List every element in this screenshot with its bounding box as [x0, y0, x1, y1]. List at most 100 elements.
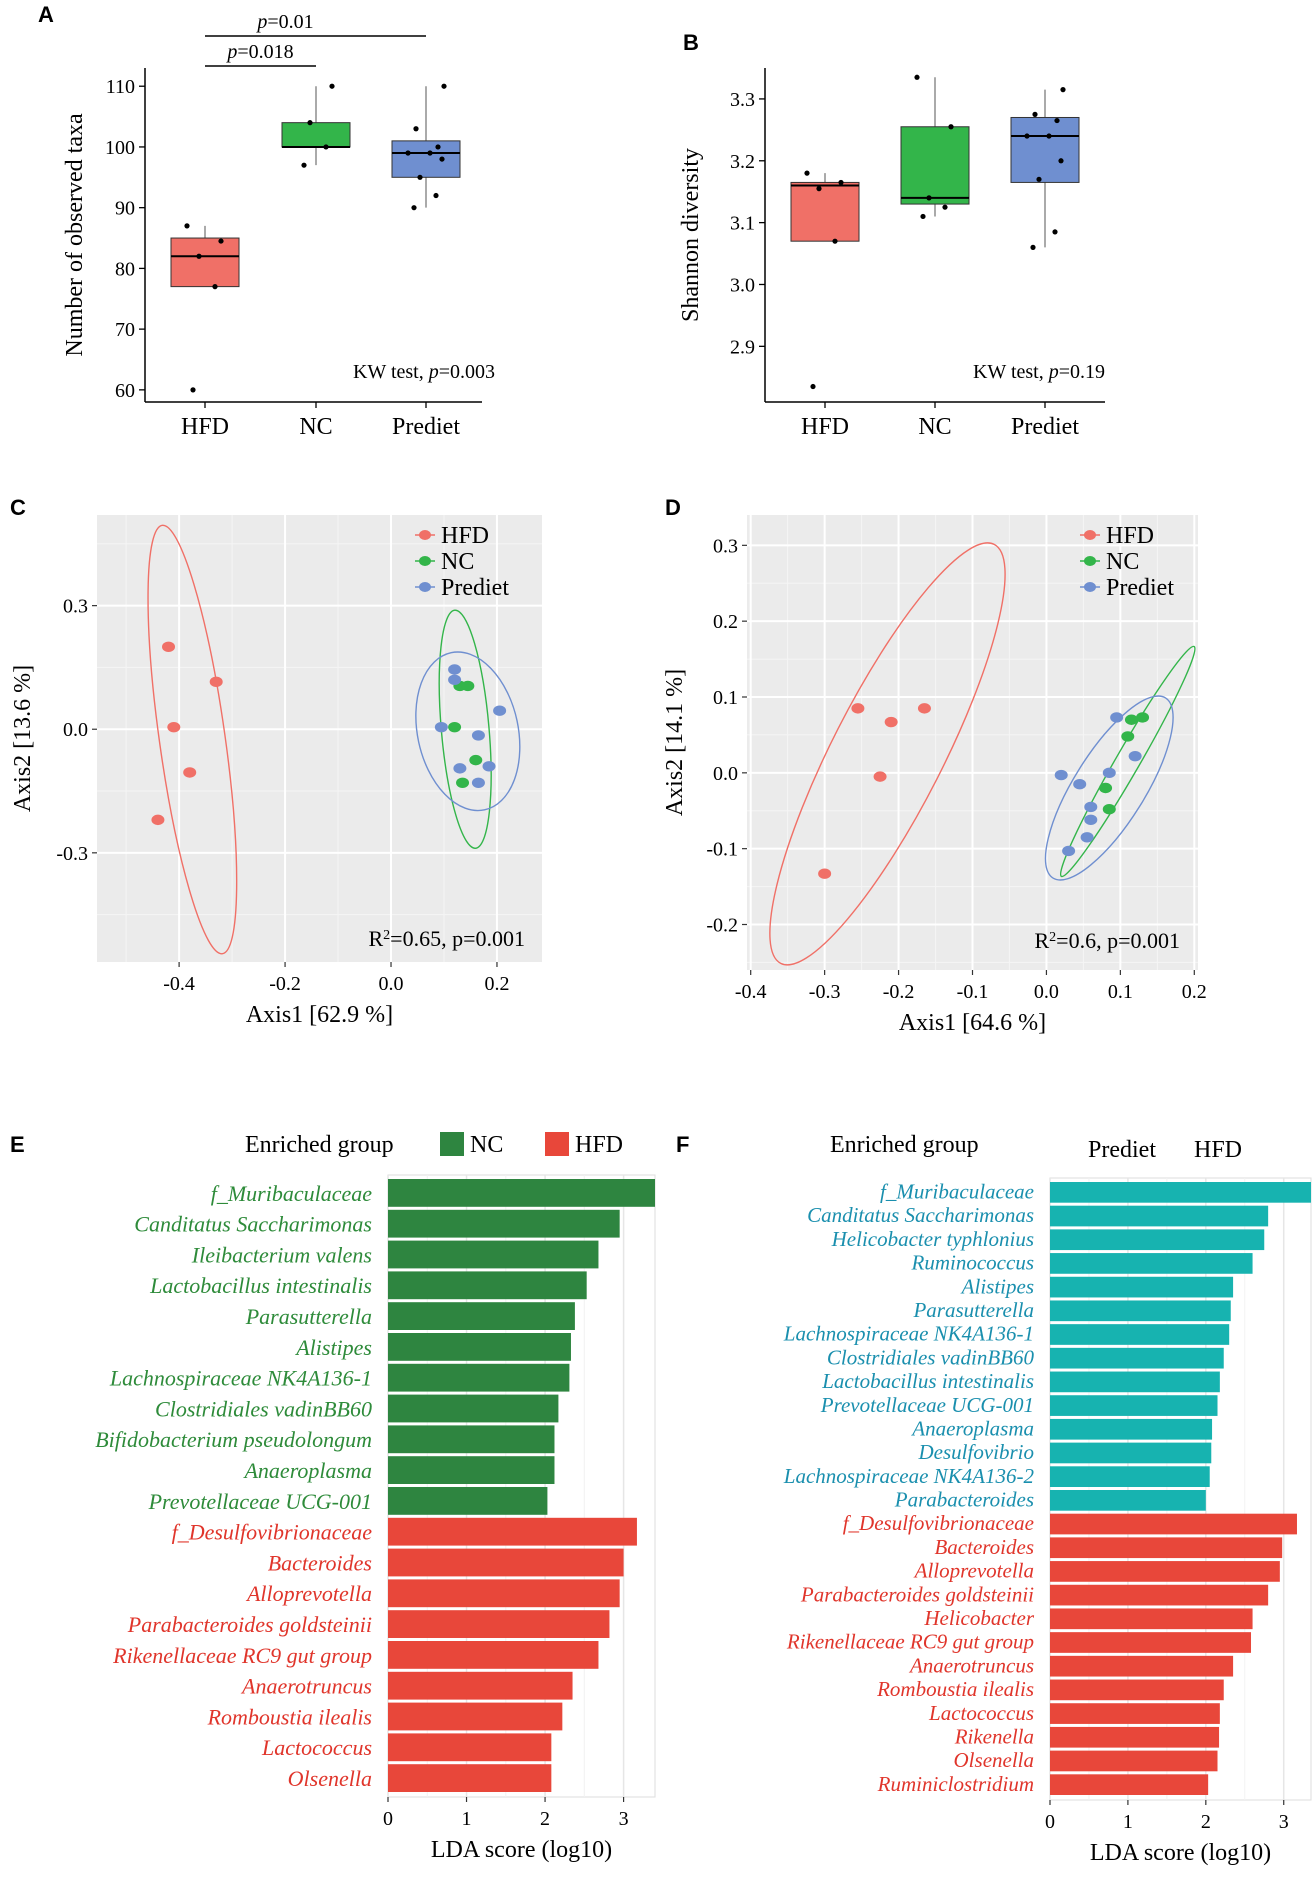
plot-background — [97, 515, 542, 962]
data-point — [1054, 117, 1060, 124]
point-prediet — [453, 763, 467, 774]
point-nc — [1121, 731, 1135, 742]
box-nc — [281, 122, 351, 148]
data-point — [914, 74, 920, 80]
lda-bar — [388, 1302, 575, 1330]
data-point — [439, 156, 445, 162]
legend-key-hfd — [419, 530, 431, 540]
point-prediet — [1080, 832, 1094, 843]
taxon-label: Lachnospiraceae NK4A136-1 — [109, 1366, 372, 1391]
legend-key-hfd — [545, 1132, 569, 1156]
panel-letter: F — [676, 1132, 689, 1157]
x-tick-label: -0.3 — [809, 981, 841, 1003]
taxon-label: Lachnospiraceae NK4A136-2 — [783, 1464, 1035, 1488]
taxon-label: Helicobacter typhlonius — [831, 1227, 1034, 1251]
lda-bar — [1050, 1679, 1224, 1701]
taxon-label: Olsenella — [288, 1766, 372, 1791]
point-prediet — [471, 730, 485, 741]
data-point — [307, 120, 313, 126]
taxon-label: Bacteroides — [934, 1535, 1034, 1559]
lda-bar — [388, 1240, 599, 1269]
taxon-label: Clostridiales vadinBB60 — [155, 1396, 372, 1421]
taxon-label: f_Desulfovibrionaceae — [172, 1520, 373, 1545]
x-tick-label: -0.2 — [269, 973, 301, 995]
y-tick-label: 90 — [115, 198, 135, 220]
y-tick-label: 100 — [105, 137, 135, 159]
y-tick-label: 0.0 — [713, 763, 738, 785]
lda-bar — [388, 1548, 624, 1577]
point-hfd — [167, 721, 181, 733]
x-tick-label: NC — [918, 414, 951, 440]
point-prediet — [1110, 712, 1124, 723]
point-prediet — [1102, 767, 1116, 779]
data-point — [1024, 133, 1030, 139]
legend-key-nc — [440, 1132, 464, 1156]
panel-b: 2.9 3.0 3.1 3.2 3.3 Shannon diversity HFD NC Pre… — [678, 30, 1105, 440]
taxon-label: Ruminiclostridium — [877, 1772, 1034, 1796]
data-point — [838, 179, 844, 186]
data-point — [413, 126, 419, 132]
lda-bar — [388, 1733, 552, 1762]
lda-bar — [388, 1610, 610, 1638]
y-tick-label: -0.3 — [56, 843, 88, 865]
taxon-label: Canditatus Saccharimonas — [134, 1212, 372, 1237]
lda-bar — [388, 1179, 655, 1207]
taxon-label: Alistipes — [960, 1274, 1034, 1298]
taxon-label: Helicobacter — [923, 1606, 1034, 1630]
data-point — [329, 83, 335, 89]
point-nc — [1136, 712, 1150, 723]
legend-title: Enriched group — [245, 1132, 394, 1158]
box-prediet — [1010, 116, 1080, 183]
lda-bar — [1050, 1205, 1269, 1227]
legend-label: NC — [470, 1132, 503, 1158]
legend-label: HFD — [441, 523, 489, 549]
point-hfd — [884, 716, 898, 728]
point-nc — [1124, 714, 1138, 725]
lda-bar — [1050, 1726, 1220, 1748]
data-point — [427, 150, 433, 156]
kw-test-annotation: KW test, p=0.003 — [353, 361, 495, 383]
x-tick-label: 3 — [619, 1808, 629, 1830]
taxon-label: Anaeroplasma — [910, 1416, 1034, 1440]
point-prediet — [493, 705, 507, 716]
taxon-label: Clostridiales vadinBB60 — [827, 1345, 1035, 1369]
lda-bar — [388, 1702, 563, 1731]
lda-bar — [1050, 1750, 1218, 1772]
y-axis-label: Axis2 [14.1 %] — [662, 669, 688, 816]
permanova-annotation: R2=0.65, p=0.001 — [368, 926, 525, 951]
data-point — [804, 170, 810, 176]
legend-label: Prediet — [1106, 575, 1174, 601]
taxon-label: Parasutterella — [245, 1304, 372, 1329]
lda-bar — [388, 1517, 637, 1546]
x-tick-label: 0.0 — [379, 973, 404, 995]
x-tick-label: -0.1 — [957, 981, 989, 1003]
legend-key-prediet — [419, 582, 431, 592]
x-tick-label: 0.2 — [1182, 981, 1207, 1003]
box-nc — [900, 126, 970, 205]
taxon-label: Olsenella — [954, 1748, 1034, 1772]
lda-bar — [1050, 1703, 1220, 1724]
point-nc — [461, 680, 475, 692]
y-tick-label: -0.1 — [706, 839, 738, 861]
taxon-label: f_Desulfovibrionaceae — [843, 1511, 1034, 1535]
y-tick-label: 0.2 — [713, 611, 738, 633]
taxon-label: Bacteroides — [268, 1550, 372, 1575]
lda-bar — [388, 1579, 620, 1608]
data-point — [832, 238, 838, 244]
lda-bar — [1050, 1513, 1297, 1535]
y-tick-label: 3.2 — [730, 151, 755, 173]
data-point — [405, 150, 411, 156]
lda-bar — [1050, 1466, 1210, 1487]
point-hfd — [917, 703, 931, 714]
y-tick-label: 0.0 — [63, 719, 88, 741]
taxon-label: Prevotellaceae UCG-001 — [148, 1489, 372, 1514]
taxon-label: Lactobacillus intestinalis — [821, 1369, 1034, 1393]
bracket-p-label: p=0.018 — [225, 41, 293, 63]
x-tick-label: 2 — [540, 1808, 550, 1830]
y-axis-label: Axis2 [13.6 %] — [10, 665, 36, 812]
bracket-p-label: p=0.01 — [255, 11, 313, 33]
lda-bar — [388, 1641, 599, 1669]
lda-bar — [1050, 1490, 1206, 1511]
data-point — [196, 253, 202, 259]
point-hfd — [151, 814, 165, 826]
